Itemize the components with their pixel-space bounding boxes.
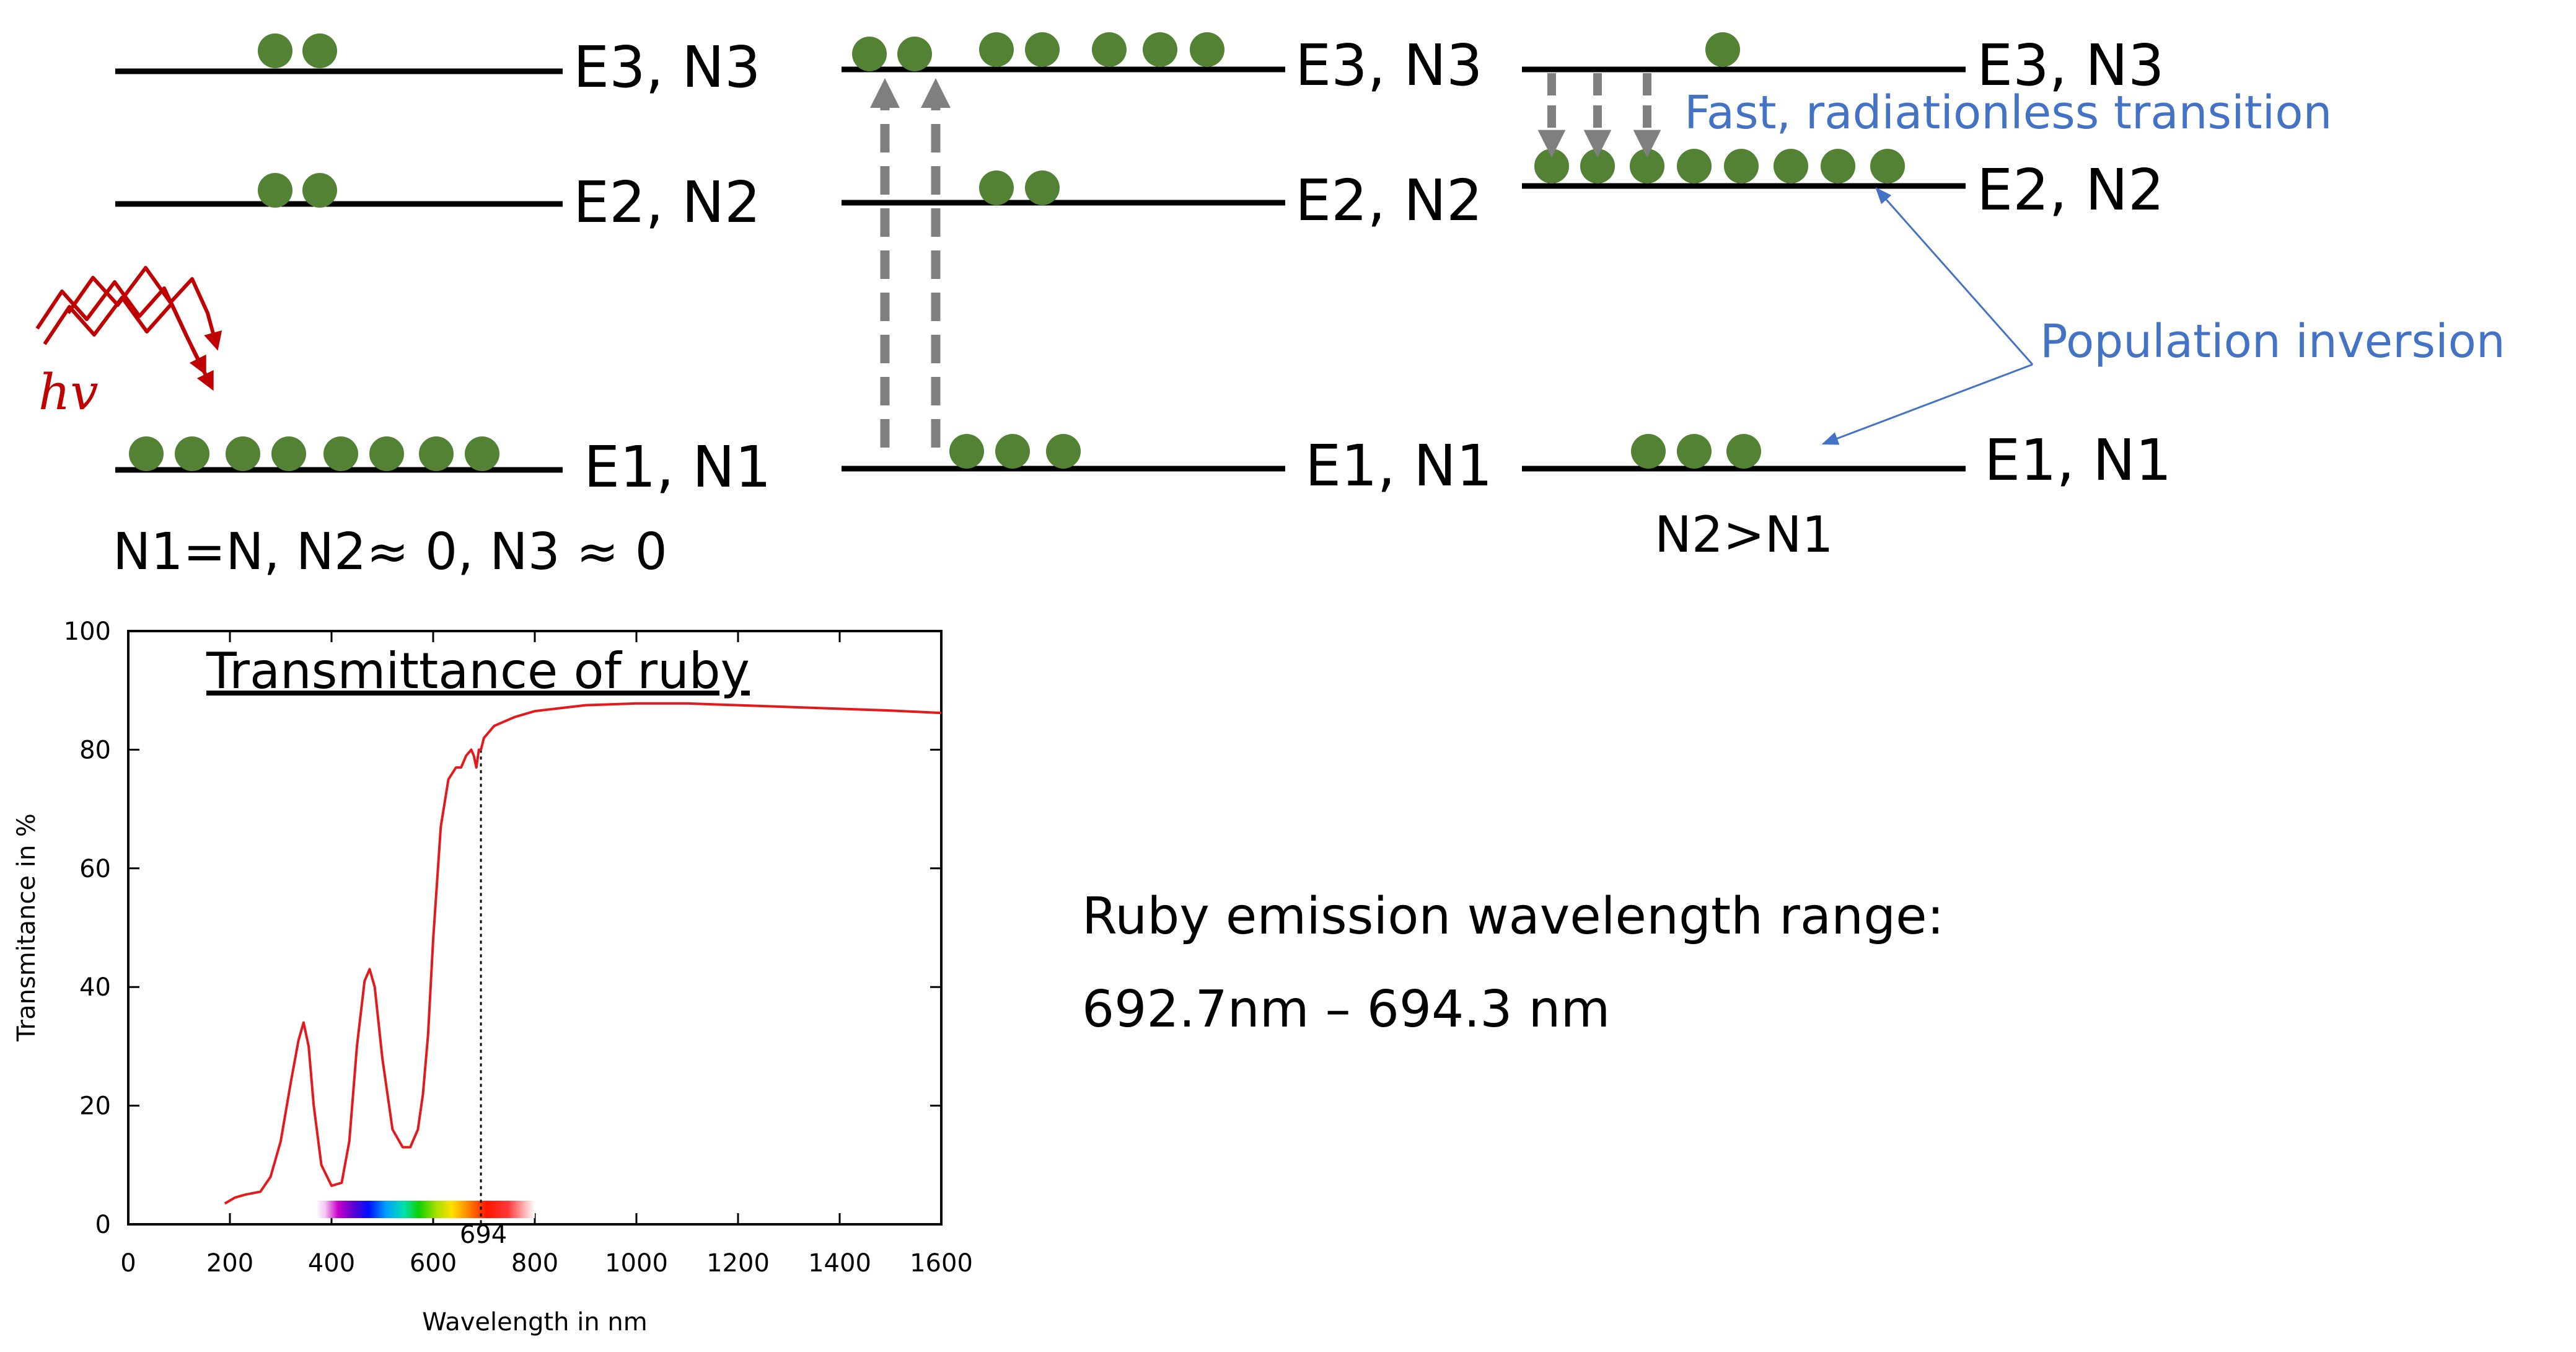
decay-arrows [1537,73,1661,158]
level-label-e1: E1, N1 [1984,427,2172,493]
panel-population-inversion: E3, N3 E2, N2 E1, N1 Fast, radiationless… [1522,32,2505,563]
x-tick-label: 1200 [706,1249,770,1278]
x-axis-ticks: 0 200 400 600 800 1000 1200 1400 1600 [120,631,973,1278]
atom [258,33,292,68]
y-axis-ticks: 0 20 40 60 80 100 [64,617,941,1239]
atom [1046,434,1081,469]
atom [1821,149,1855,183]
atom [1726,434,1761,469]
level-label-e3: E3, N3 [1977,32,2165,99]
x-axis-label: Wavelength in nm [422,1308,648,1337]
atom [271,436,306,471]
atom [175,436,209,471]
x-tick-label: 400 [308,1249,355,1278]
atom [1630,149,1664,183]
atoms-e3 [852,32,1224,71]
level-label-e2: E2, N2 [573,169,761,236]
y-tick-label: 0 [95,1211,111,1239]
transmittance-chart: 0 20 40 60 80 100 0 200 400 600 800 1000 1200 1400 16… [12,617,973,1337]
y-tick-label: 100 [64,617,111,646]
atom [1705,32,1740,67]
level-label-e2: E2, N2 [1977,157,2165,223]
atom [226,436,260,471]
x-tick-label: 1000 [605,1249,668,1278]
x-tick-label: 200 [206,1249,253,1278]
x-tick-label: 1400 [808,1249,871,1278]
atom [1534,149,1569,183]
plot-frame [127,630,943,1226]
atom [129,436,164,471]
x-tick-label: 0 [120,1249,136,1278]
atoms-e3 [258,33,337,68]
atom [1677,434,1712,469]
level-label-e3: E3, N3 [1295,32,1483,99]
atom [1025,170,1060,205]
level-label-e3: E3, N3 [573,34,761,100]
visible-spectrum-band [316,1201,535,1218]
atoms-e2 [979,170,1060,205]
atom [419,436,454,471]
inversion-pointer-e2 [1875,187,2034,365]
x-tick-label: 800 [511,1249,558,1278]
atom [1677,149,1712,183]
atom [1870,149,1905,183]
atom [465,436,499,471]
atom [302,173,337,208]
marker-label: 694 [460,1221,507,1249]
caption-inversion: N2>N1 [1655,506,1834,563]
atom [897,37,932,71]
atom [323,436,358,471]
atom [1724,149,1759,183]
atoms-e1 [949,434,1081,469]
atom [369,436,404,471]
atom [979,170,1014,205]
atoms-e2 [258,173,337,208]
transition-label: Fast, radiationless transition [1684,86,2332,139]
atom [1025,32,1060,67]
x-tick-label: 1600 [910,1249,973,1278]
atom [852,37,887,71]
atoms-e1 [129,436,499,471]
emission-range-title: Ruby emission wavelength range: [1082,887,1944,946]
inversion-label: Population inversion [2040,315,2505,368]
atom [979,32,1014,67]
level-label-e2: E2, N2 [1295,167,1483,234]
y-tick-label: 80 [79,736,111,764]
emission-range-value: 692.7nm – 694.3 nm [1082,980,1610,1039]
level-label-e1: E1, N1 [584,434,771,500]
y-tick-label: 20 [79,1092,111,1121]
atom [302,33,337,68]
panel-pumping: E3, N3 E2, N2 E1, N1 [842,32,1493,499]
transmittance-curve [224,702,942,1205]
atom [995,434,1030,469]
chart-title: Transmittance of ruby [206,642,750,700]
pump-arrows [869,77,951,448]
atom [1631,434,1666,469]
y-tick-label: 40 [79,973,111,1002]
y-axis-label: Transmitance in % [12,813,41,1042]
atom [949,434,984,469]
level-label-e1: E1, N1 [1305,433,1493,499]
atoms-e1 [1631,434,1761,469]
atoms-e2 [1534,149,1905,183]
caption-ground-state: N1=N, N2≈ 0, N3 ≈ 0 [113,523,667,581]
photon-label: hv [38,363,99,421]
atom [1580,149,1615,183]
atom [258,173,292,208]
wavy-photon-arrows-icon [35,266,222,391]
x-tick-label: 600 [410,1249,457,1278]
inversion-pointer-e1 [1821,363,2033,445]
panel-ground-state: E3, N3 E2, N2 E1, N1 hv N1=N, N2≈ 0, N3 [35,33,771,581]
atoms-e3 [1705,32,1740,67]
atom [1092,32,1127,67]
y-tick-label: 60 [79,855,111,883]
atom [1774,149,1808,183]
atom [1143,32,1177,67]
atom [1190,32,1224,67]
